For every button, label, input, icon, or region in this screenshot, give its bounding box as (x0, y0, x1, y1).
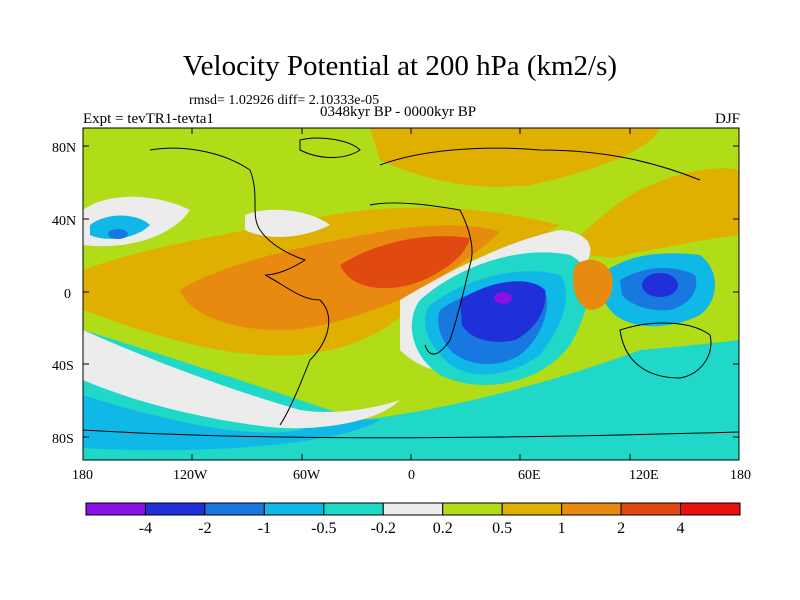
colorbar-label-2: -1 (257, 520, 272, 537)
coast-north-america (149, 147, 307, 276)
contour-south-china-orange (573, 259, 613, 310)
colorbar-label-9: 4 (676, 520, 685, 537)
colorbar-label-0: -4 (138, 520, 153, 537)
colorbar-box-0 (85, 502, 146, 516)
contour-field (83, 128, 739, 460)
lon-label-0: 0 (408, 468, 415, 483)
lat-label-80s: 80S (52, 432, 74, 447)
colorbar-box-3 (263, 502, 325, 516)
contour-pacific-white (83, 330, 400, 429)
colorbar-label-4: -0.2 (370, 520, 396, 537)
colorbar-box-10 (680, 502, 741, 516)
colorbar-box-4 (323, 502, 384, 516)
contour-caribbean-white (245, 209, 330, 237)
coast-antarctica (83, 429, 739, 439)
contour-indian-darkblue (460, 281, 546, 342)
lat-label-0: 0 (64, 287, 71, 302)
contour-north-atlantic-asia (370, 128, 660, 187)
coast-greenland (299, 137, 361, 158)
colorbar-box-1 (144, 502, 206, 516)
contour-pacific-north-blue (108, 229, 128, 239)
axis-ticks (83, 128, 739, 460)
coast-africa (369, 202, 473, 355)
colorbar-label-5: 0.2 (432, 520, 453, 537)
colorbar-box-2 (204, 502, 265, 516)
lon-label-60w: 60W (293, 468, 321, 483)
colorbar-box-8 (561, 502, 622, 516)
period-label: 0348kyr BP - 0000kyr BP (320, 104, 477, 120)
lon-label-180e: 180 (730, 468, 751, 483)
coast-eurasia (379, 147, 701, 181)
contour-southern-ocean (83, 330, 739, 460)
contour-indian-min (494, 292, 512, 304)
stats-label: rmsd= 1.02926 diff= 2.10333e-05 (189, 93, 380, 108)
contour-pacific-north-cyan (90, 215, 150, 239)
lon-label-60e: 60E (518, 468, 541, 483)
colorbar-label-1: -2 (198, 520, 212, 537)
lon-label-120w: 120W (173, 468, 208, 483)
colorbar-box-5 (382, 502, 444, 516)
season-label: DJF (714, 111, 740, 127)
colorbar (85, 502, 741, 516)
coast-south-america (264, 274, 330, 426)
contour-africa-red (340, 236, 470, 289)
contour-maritime-min (642, 273, 678, 297)
experiment-label: Expt = tevTR1-tevta1 (83, 111, 214, 127)
lon-label-120e: 120E (629, 468, 659, 483)
colorbar-box-7 (501, 502, 563, 516)
lat-label-40n: 40N (52, 214, 77, 229)
lon-label-180w: 180 (72, 468, 93, 483)
coast-australia (619, 322, 712, 379)
coastlines (83, 137, 739, 439)
contour-northwest-pacific (560, 168, 739, 258)
lat-label-80n: 80N (52, 141, 77, 156)
colorbar-box-6 (442, 502, 503, 516)
colorbar-box-9 (620, 502, 682, 516)
colorbar-label-6: 0.5 (492, 520, 513, 537)
colorbar-label-3: -0.5 (311, 520, 337, 537)
colorbar-label-7: 1 (557, 520, 566, 537)
map-title: Velocity Potential at 200 hPa (km2/s) (182, 50, 618, 82)
lat-label-40s: 40S (52, 359, 74, 374)
contour-south-pacific-cyan (83, 395, 380, 451)
colorbar-label-8: 2 (617, 520, 626, 537)
